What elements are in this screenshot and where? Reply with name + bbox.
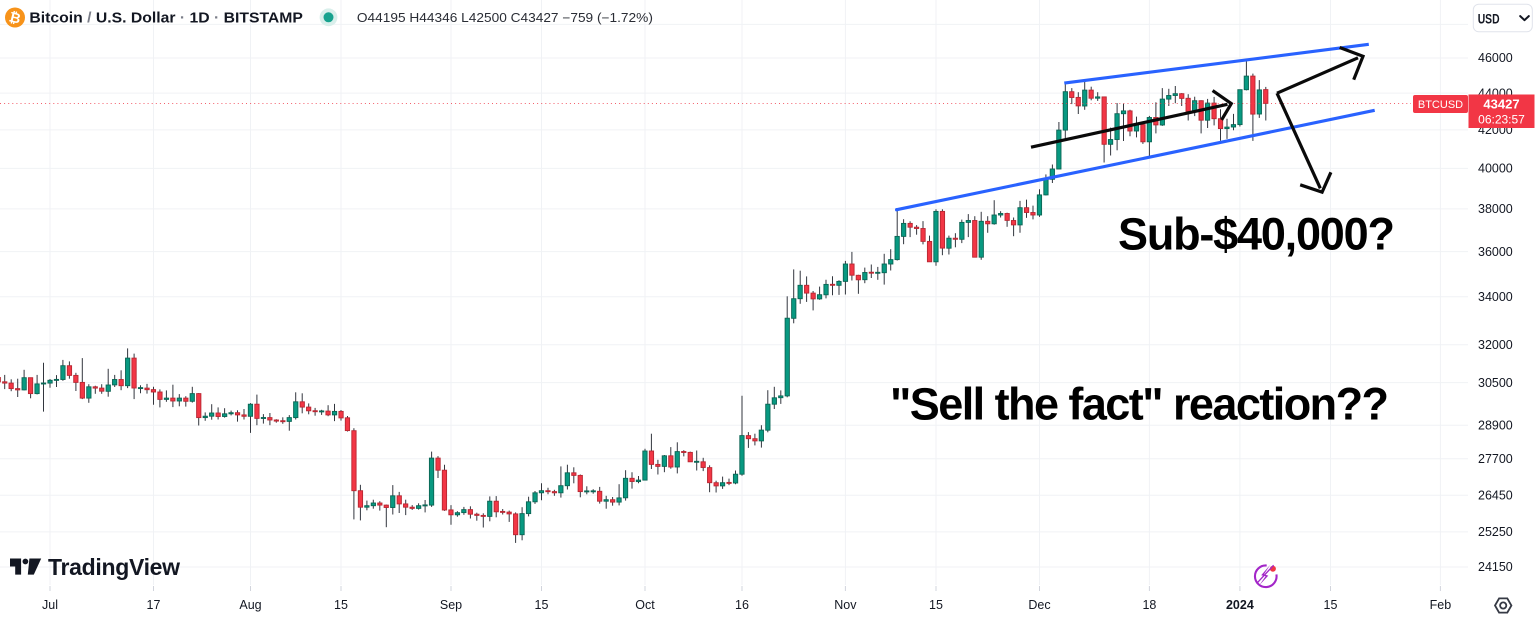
svg-text:17: 17: [147, 598, 161, 612]
svg-text:Aug: Aug: [239, 598, 261, 612]
svg-text:16: 16: [735, 598, 749, 612]
svg-text:Jul: Jul: [42, 598, 58, 612]
svg-text:2024: 2024: [1226, 598, 1254, 612]
svg-text:06:23:57: 06:23:57: [1478, 113, 1525, 127]
svg-text:24150: 24150: [1478, 560, 1513, 574]
svg-text:30500: 30500: [1478, 376, 1513, 390]
svg-text:USD: USD: [1478, 11, 1500, 27]
svg-text:Oct: Oct: [635, 598, 655, 612]
svg-text:Nov: Nov: [834, 598, 857, 612]
svg-text:25250: 25250: [1478, 525, 1513, 539]
svg-text:Dec: Dec: [1028, 598, 1050, 612]
svg-text:15: 15: [929, 598, 943, 612]
svg-text:15: 15: [1324, 598, 1338, 612]
svg-text:46000: 46000: [1478, 51, 1513, 65]
svg-text:15: 15: [535, 598, 549, 612]
svg-text:38000: 38000: [1478, 202, 1513, 216]
svg-text:Sep: Sep: [440, 598, 462, 612]
svg-text:28900: 28900: [1478, 418, 1513, 432]
svg-text:15: 15: [334, 598, 348, 612]
svg-text:Bitcoin / U.S. Dollar · 1D · B: Bitcoin / U.S. Dollar · 1D · BITSTAMP: [29, 10, 303, 27]
svg-text:40000: 40000: [1478, 162, 1513, 176]
svg-text:Feb: Feb: [1430, 598, 1452, 612]
svg-text:Sub-$40,000?: Sub-$40,000?: [1118, 209, 1394, 260]
svg-text:43427: 43427: [1483, 97, 1519, 112]
svg-text:BTCUSD: BTCUSD: [1418, 99, 1463, 111]
svg-text:27700: 27700: [1478, 452, 1513, 466]
svg-text:32000: 32000: [1478, 338, 1513, 352]
svg-text:18: 18: [1142, 598, 1156, 612]
svg-text:34000: 34000: [1478, 290, 1513, 304]
svg-text:36000: 36000: [1478, 245, 1513, 259]
svg-text:O44195 H44346 L42500 C43427 −7: O44195 H44346 L42500 C43427 −759 (−1.72%…: [357, 11, 653, 25]
svg-text:TradingView: TradingView: [48, 554, 180, 580]
svg-text:"Sell the fact" reaction??: "Sell the fact" reaction??: [890, 379, 1387, 430]
svg-text:26450: 26450: [1478, 488, 1513, 502]
